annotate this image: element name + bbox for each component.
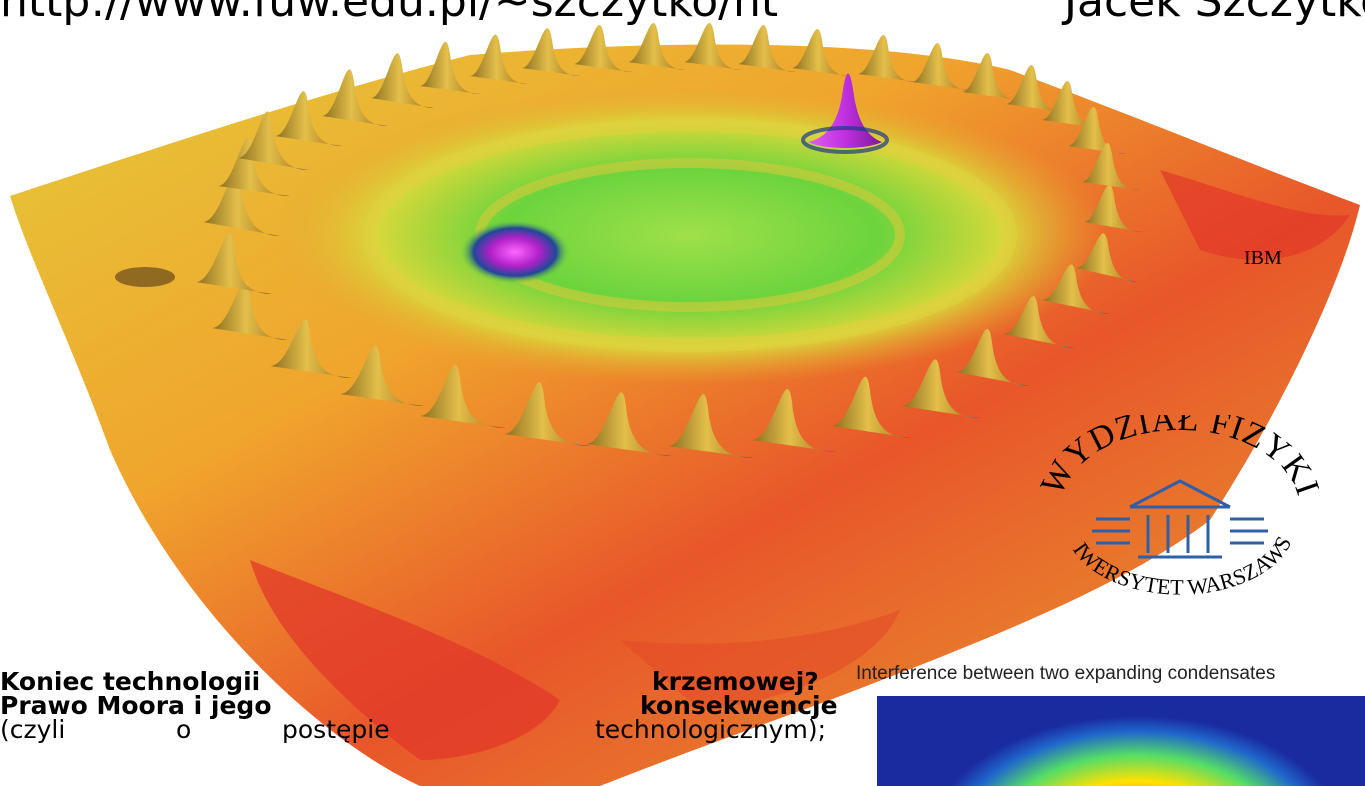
corral-atom <box>668 394 754 458</box>
corral-atom <box>371 53 434 108</box>
shadow-dip <box>115 267 175 287</box>
corral-atom <box>902 359 980 418</box>
corral-atom <box>792 29 850 76</box>
title-line-2-right: konsekwencje <box>640 691 838 720</box>
corral-atom <box>196 233 272 294</box>
header-url: http://www.fuw.edu.pl/~szczytko/nt <box>0 0 779 27</box>
svg-text:WYDZIAŁ FIZYKI: WYDZIAŁ FIZYKI <box>1034 415 1326 501</box>
building-icon <box>1092 479 1268 559</box>
corral-atom <box>203 170 280 236</box>
central-dip <box>460 220 570 284</box>
corral-atom <box>1004 295 1074 348</box>
corral-atom <box>322 69 388 126</box>
surface-red-patch <box>250 560 560 760</box>
corral-atom <box>912 43 970 90</box>
condensate-interference-image <box>877 696 1365 786</box>
corral-atom <box>1084 184 1142 232</box>
image-credit: IBM <box>1244 247 1282 269</box>
corral-atom <box>832 376 912 438</box>
title-line-1-right: krzemowej? <box>652 667 819 696</box>
corral-atom <box>574 25 632 72</box>
surface-red-patch <box>1160 170 1350 260</box>
corral-atom <box>420 41 480 94</box>
corral-atom <box>1042 264 1110 314</box>
corral-atom <box>962 53 1020 100</box>
body-word: postępie <box>282 715 390 744</box>
corral-atom <box>858 35 916 82</box>
corral-atom <box>270 319 352 378</box>
corral-atom <box>238 111 308 170</box>
title-line-1-left: Koniec technologii <box>0 667 261 696</box>
corral-atom <box>956 328 1030 386</box>
title-line-2-left: Prawo Moora i jego <box>0 691 272 720</box>
corral-atom <box>470 34 528 84</box>
body-word: (czyli <box>0 715 66 744</box>
corral-atom <box>275 91 342 146</box>
corral-atom <box>1082 143 1140 190</box>
corral-atom <box>504 382 590 446</box>
corral-atom <box>1076 233 1138 282</box>
corral-atom <box>752 389 836 452</box>
corral-atom <box>586 392 672 456</box>
figure-caption: Interference between two expanding conde… <box>856 663 1276 684</box>
logo-top-text: WYDZIAŁ FIZYKI <box>1034 415 1325 501</box>
corral-atom <box>1042 81 1100 128</box>
surface-wave-ring <box>363 118 1017 352</box>
corral-atom <box>1006 65 1064 112</box>
corral-atom <box>684 23 742 70</box>
corral-atom <box>218 137 290 196</box>
corral-atom <box>340 345 424 406</box>
body-word: o <box>176 715 192 744</box>
corral-atoms <box>196 23 1142 458</box>
corral-atom <box>522 28 580 76</box>
corral-atom <box>420 365 506 428</box>
surface-red-patch <box>620 610 900 710</box>
header-author: Jacek Szczytko <box>1064 0 1365 27</box>
adatom-ring <box>801 126 889 154</box>
corral-atom <box>1068 107 1126 154</box>
corral-atom <box>738 25 796 72</box>
body-word: technologicznym); <box>595 715 827 744</box>
corral-interior <box>270 85 1110 385</box>
corral-atom <box>628 23 686 70</box>
faculty-logo: WYDZIAŁ FIZYKI UNIWERSYTET WARSZAWSKI <box>1030 415 1326 600</box>
corral-atom <box>212 281 288 340</box>
